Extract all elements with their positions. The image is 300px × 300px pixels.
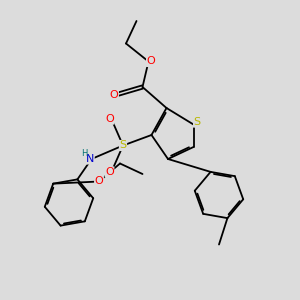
Text: O: O [146,56,155,67]
Text: N: N [86,154,94,164]
Text: S: S [194,117,201,127]
Text: S: S [119,140,127,151]
Text: O: O [105,114,114,124]
Text: O: O [94,176,103,187]
Text: O: O [105,167,114,177]
Text: H: H [81,149,87,158]
Text: O: O [110,89,118,100]
